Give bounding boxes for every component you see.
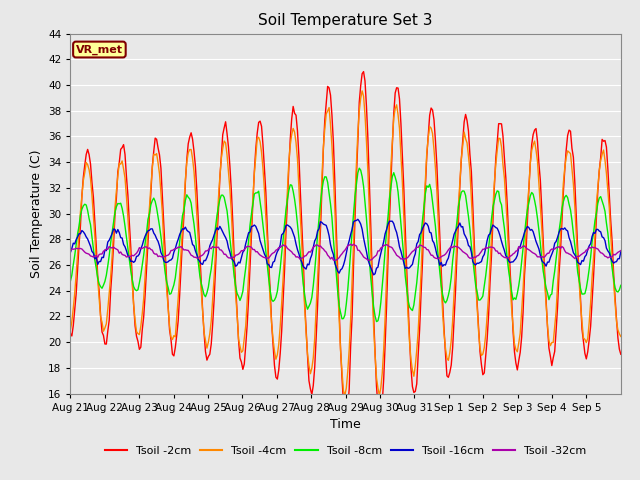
Tsoil -2cm (349, 264, 357, 269)
Tsoil -4cm (85, 167, 93, 172)
Line: Tsoil -2cm: Tsoil -2cm (70, 72, 621, 419)
Y-axis label: Soil Temperature (C): Soil Temperature (C) (29, 149, 43, 278)
Tsoil -4cm (67, 327, 74, 333)
Tsoil -8cm (461, 192, 469, 198)
Tsoil -16cm (617, 249, 625, 255)
Tsoil -4cm (376, 393, 383, 398)
Line: Tsoil -16cm: Tsoil -16cm (70, 219, 621, 275)
Tsoil -2cm (85, 152, 93, 157)
Tsoil -8cm (372, 319, 380, 324)
Tsoil -4cm (617, 334, 625, 339)
Tsoil -32cm (461, 251, 469, 256)
Tsoil -16cm (67, 250, 74, 255)
Tsoil -4cm (102, 321, 110, 327)
Tsoil -16cm (461, 234, 469, 240)
Tsoil -8cm (67, 278, 74, 284)
Tsoil -32cm (617, 248, 625, 253)
Tsoil -32cm (102, 246, 110, 252)
Tsoil -16cm (370, 272, 378, 278)
Tsoil -32cm (85, 252, 93, 257)
Tsoil -8cm (617, 282, 625, 288)
Tsoil -32cm (365, 257, 373, 263)
Tsoil -2cm (376, 416, 383, 422)
Tsoil -4cm (349, 240, 357, 246)
Tsoil -2cm (543, 324, 551, 330)
Tsoil -8cm (616, 287, 623, 293)
Tsoil -2cm (461, 111, 469, 117)
Tsoil -8cm (355, 165, 363, 171)
Tsoil -4cm (616, 331, 623, 337)
Tsoil -32cm (616, 249, 623, 254)
Tsoil -2cm (67, 330, 74, 336)
Text: VR_met: VR_met (76, 44, 123, 55)
Tsoil -16cm (616, 256, 623, 262)
Tsoil -16cm (354, 216, 362, 222)
Tsoil -4cm (358, 88, 366, 94)
Tsoil -2cm (360, 69, 367, 74)
Tsoil -32cm (67, 248, 74, 253)
Tsoil -2cm (102, 341, 110, 347)
Tsoil -4cm (543, 323, 551, 329)
Tsoil -32cm (543, 251, 551, 256)
Tsoil -32cm (351, 242, 359, 248)
Tsoil -8cm (102, 272, 110, 278)
Tsoil -8cm (543, 290, 551, 296)
X-axis label: Time: Time (330, 418, 361, 431)
Line: Tsoil -32cm: Tsoil -32cm (70, 244, 621, 260)
Tsoil -32cm (349, 241, 357, 247)
Tsoil -16cm (102, 248, 110, 253)
Tsoil -16cm (349, 219, 357, 225)
Tsoil -16cm (85, 240, 93, 245)
Legend: Tsoil -2cm, Tsoil -4cm, Tsoil -8cm, Tsoil -16cm, Tsoil -32cm: Tsoil -2cm, Tsoil -4cm, Tsoil -8cm, Tsoi… (100, 441, 591, 460)
Tsoil -8cm (349, 211, 357, 217)
Tsoil -2cm (616, 346, 623, 352)
Tsoil -8cm (85, 216, 93, 221)
Line: Tsoil -8cm: Tsoil -8cm (70, 168, 621, 322)
Title: Soil Temperature Set 3: Soil Temperature Set 3 (259, 13, 433, 28)
Tsoil -16cm (543, 259, 551, 265)
Tsoil -2cm (617, 351, 625, 357)
Tsoil -4cm (461, 136, 469, 142)
Line: Tsoil -4cm: Tsoil -4cm (70, 91, 621, 396)
